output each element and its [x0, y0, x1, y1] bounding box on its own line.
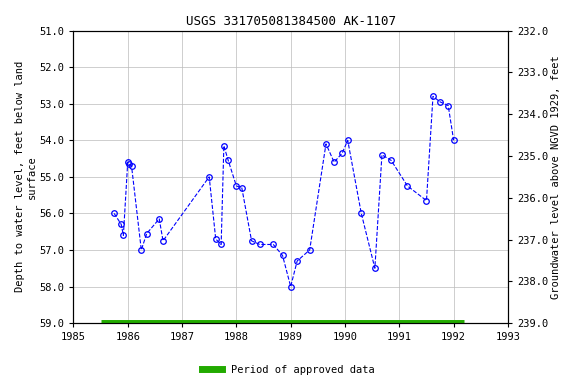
Y-axis label: Depth to water level, feet below land
surface: Depth to water level, feet below land su…: [15, 61, 37, 293]
Legend: Period of approved data: Period of approved data: [198, 361, 378, 379]
Y-axis label: Groundwater level above NGVD 1929, feet: Groundwater level above NGVD 1929, feet: [551, 55, 561, 299]
Title: USGS 331705081384500 AK-1107: USGS 331705081384500 AK-1107: [185, 15, 396, 28]
